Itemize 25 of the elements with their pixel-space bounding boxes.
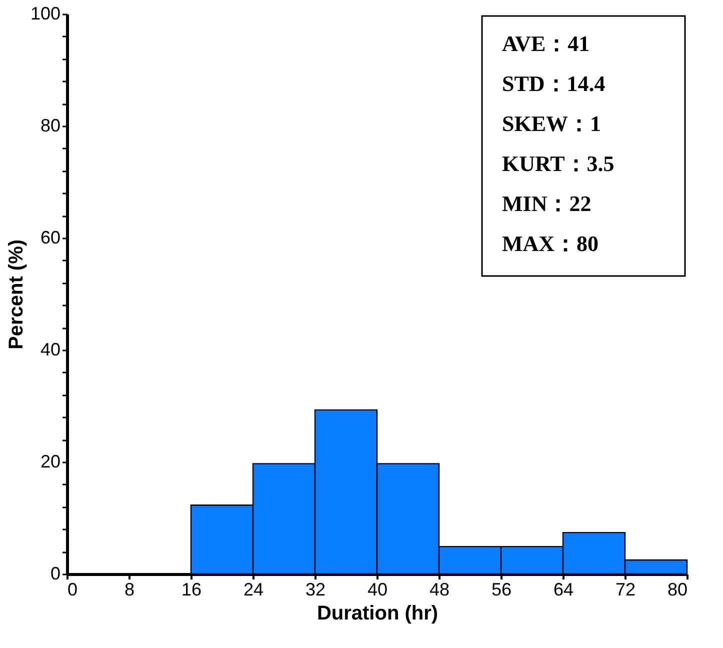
x-tick-label: 64 (553, 580, 574, 600)
x-tick-label: 32 (305, 580, 326, 600)
y-axis-title: Percent (%) (5, 239, 28, 350)
x-tick-label: 80 (667, 580, 688, 600)
y-tick-label: 80 (40, 116, 60, 136)
y-tick-label: 20 (40, 452, 60, 472)
y-tick-label: 100 (30, 4, 60, 24)
x-tick-label: 48 (429, 580, 450, 600)
x-tick-label: 24 (243, 580, 264, 600)
annotation: MAX：80 (502, 231, 599, 256)
x-axis-title: Duration (hr) (316, 602, 438, 624)
annotation: AVE：41 (502, 31, 590, 56)
annotation: KURT：3.5 (502, 151, 614, 176)
x-tick-label: 16 (181, 580, 202, 600)
y-tick-label: 60 (40, 228, 60, 248)
x-tick-label: 40 (367, 580, 388, 600)
x-tick-label: 0 (68, 580, 78, 600)
x-tick-label: 72 (615, 580, 636, 600)
x-tick-label: 56 (491, 580, 512, 600)
annotation: MIN：22 (502, 191, 592, 216)
annotation: SKEW：1 (502, 111, 602, 136)
x-tick-label: 8 (124, 580, 135, 600)
y-tick-label: 40 (40, 340, 60, 360)
y-tick-label: 0 (50, 564, 60, 584)
annotation: STD：14.4 (502, 71, 606, 96)
